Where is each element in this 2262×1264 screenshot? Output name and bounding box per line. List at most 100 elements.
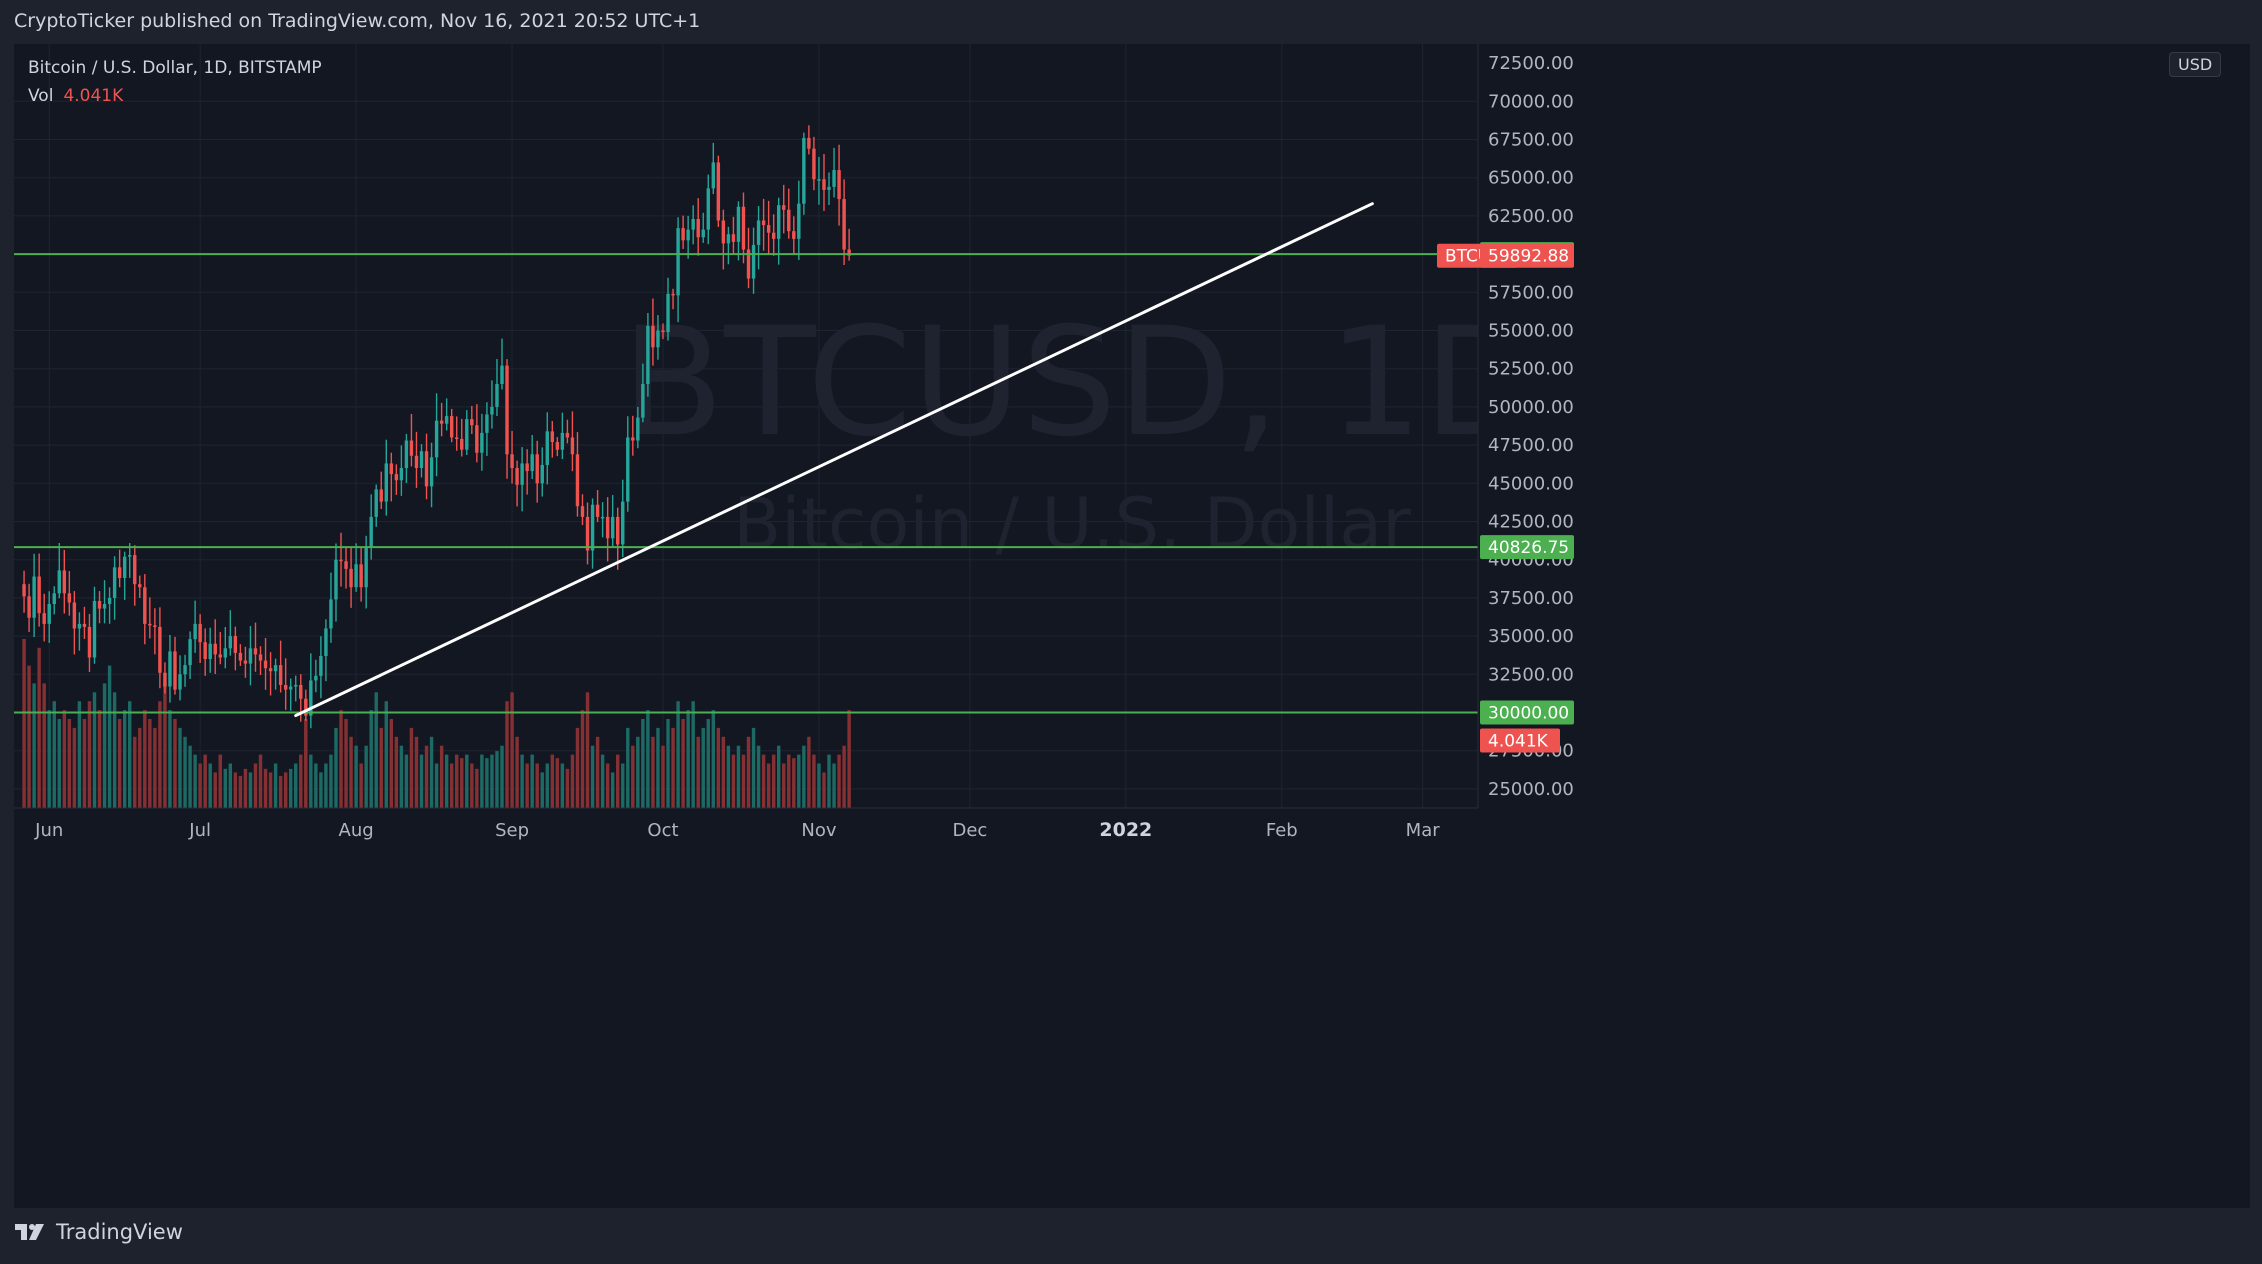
candle[interactable]	[626, 437, 630, 502]
candle[interactable]	[711, 162, 716, 189]
candle[interactable]	[550, 431, 555, 443]
candle[interactable]	[183, 665, 187, 675]
candle[interactable]	[580, 506, 585, 517]
candle[interactable]	[67, 593, 72, 603]
candle[interactable]	[429, 457, 434, 487]
price-axis[interactable]	[1478, 44, 1560, 808]
candle[interactable]	[133, 555, 137, 585]
candle[interactable]	[198, 623, 202, 643]
candle[interactable]	[540, 464, 544, 484]
candle[interactable]	[47, 604, 51, 624]
candle[interactable]	[148, 623, 152, 626]
candle[interactable]	[610, 516, 615, 539]
candle[interactable]	[460, 438, 464, 450]
candle[interactable]	[595, 504, 600, 517]
candle[interactable]	[218, 654, 222, 658]
candle[interactable]	[444, 416, 449, 424]
candle[interactable]	[57, 570, 61, 594]
candle[interactable]	[233, 636, 238, 653]
last-price-tag[interactable]	[1480, 243, 1574, 268]
candle[interactable]	[203, 642, 207, 660]
candle[interactable]	[771, 232, 776, 239]
candle[interactable]	[686, 229, 690, 241]
candle[interactable]	[520, 463, 524, 485]
candle[interactable]	[158, 626, 162, 673]
candle[interactable]	[505, 365, 509, 455]
candle[interactable]	[102, 604, 107, 609]
candle[interactable]	[847, 249, 851, 256]
price-chart[interactable]: BTCUSD, 1D Bitcoin / U.S. Dollar 25000.00 2…	[14, 44, 2250, 1208]
currency-unit-button[interactable]: USD	[2169, 52, 2222, 77]
candle[interactable]	[278, 665, 283, 685]
candle[interactable]	[324, 628, 328, 656]
candle[interactable]	[253, 648, 258, 655]
candle[interactable]	[288, 686, 293, 690]
candle[interactable]	[42, 613, 46, 624]
candle[interactable]	[228, 636, 233, 649]
candle[interactable]	[500, 365, 504, 384]
candle[interactable]	[213, 643, 217, 655]
candle[interactable]	[92, 600, 97, 658]
candle[interactable]	[575, 454, 580, 507]
candle[interactable]	[87, 626, 92, 658]
candle[interactable]	[555, 442, 560, 450]
candle[interactable]	[37, 576, 41, 614]
candle[interactable]	[701, 229, 705, 238]
candle[interactable]	[696, 218, 700, 238]
candle[interactable]	[545, 431, 549, 465]
candle[interactable]	[741, 206, 746, 250]
candle[interactable]	[52, 593, 56, 605]
candle[interactable]	[369, 516, 373, 548]
candle[interactable]	[248, 648, 253, 664]
candle[interactable]	[570, 437, 575, 455]
candle[interactable]	[495, 383, 499, 407]
candle[interactable]	[485, 414, 489, 433]
candle[interactable]	[32, 576, 36, 618]
candle[interactable]	[384, 463, 388, 502]
candle[interactable]	[409, 440, 414, 456]
candle[interactable]	[143, 587, 147, 624]
time-axis[interactable]	[14, 808, 1560, 1208]
candle[interactable]	[641, 383, 645, 418]
candle[interactable]	[339, 559, 343, 562]
candle[interactable]	[842, 199, 846, 250]
candle[interactable]	[837, 170, 841, 200]
candle[interactable]	[112, 567, 117, 598]
candle[interactable]	[208, 643, 212, 660]
candle[interactable]	[309, 680, 313, 716]
candle[interactable]	[761, 220, 766, 226]
candle[interactable]	[223, 648, 228, 658]
candle[interactable]	[299, 684, 303, 699]
candle[interactable]	[731, 234, 736, 242]
candle[interactable]	[585, 516, 590, 551]
candle[interactable]	[490, 406, 494, 415]
candle[interactable]	[676, 228, 680, 296]
candle[interactable]	[138, 584, 142, 588]
candle[interactable]	[414, 455, 419, 469]
candle[interactable]	[590, 504, 595, 551]
candle[interactable]	[465, 419, 469, 450]
candle[interactable]	[565, 432, 570, 438]
candle[interactable]	[827, 186, 831, 190]
candle[interactable]	[77, 623, 82, 629]
candle[interactable]	[319, 655, 323, 676]
candle[interactable]	[455, 437, 459, 439]
candle[interactable]	[349, 568, 353, 588]
candle[interactable]	[404, 440, 409, 469]
candle[interactable]	[515, 468, 519, 485]
candle[interactable]	[766, 225, 771, 233]
candle[interactable]	[273, 665, 278, 672]
candle[interactable]	[802, 137, 806, 204]
candle[interactable]	[82, 623, 87, 627]
candle[interactable]	[399, 468, 404, 481]
candle[interactable]	[329, 599, 333, 629]
candle[interactable]	[661, 330, 665, 333]
candle[interactable]	[616, 516, 620, 545]
candle[interactable]	[726, 234, 731, 244]
candle[interactable]	[560, 432, 565, 450]
candle[interactable]	[344, 561, 348, 569]
candle[interactable]	[605, 516, 610, 539]
candle[interactable]	[631, 437, 635, 441]
candle[interactable]	[128, 555, 132, 557]
candle[interactable]	[314, 675, 318, 681]
